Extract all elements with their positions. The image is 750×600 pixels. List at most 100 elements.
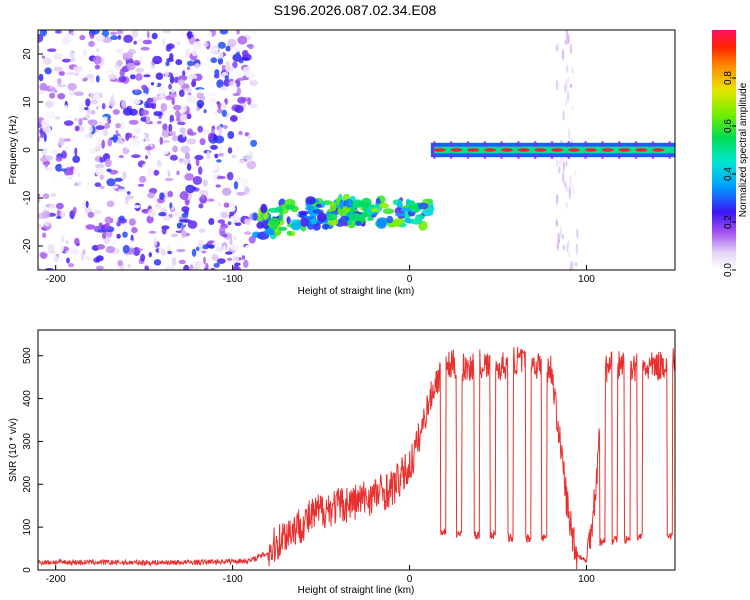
noise-blob — [61, 230, 69, 236]
noise-blob — [125, 132, 133, 139]
streak-blob — [562, 109, 565, 121]
streak-blob — [566, 64, 569, 73]
noise-blob — [51, 149, 60, 155]
noise-blob — [70, 31, 75, 36]
noise-blob — [191, 78, 197, 88]
trace-blob — [317, 212, 327, 223]
streak-blob — [562, 171, 565, 184]
noise-blob — [114, 217, 119, 221]
noise-blob — [165, 95, 173, 101]
noise-blob — [196, 246, 200, 251]
trace-blob — [260, 203, 268, 214]
streak-blob — [569, 175, 572, 188]
noise-blob — [44, 166, 55, 172]
noise-blob — [194, 154, 204, 161]
noise-blob — [141, 109, 149, 116]
colorbar-label: Normalized spectral amplitude — [738, 82, 749, 217]
noise-blob — [55, 163, 63, 172]
noise-blob — [231, 154, 237, 159]
noise-blob — [41, 55, 46, 59]
noise-blob — [123, 224, 129, 233]
noise-blob — [123, 34, 133, 43]
noise-blob — [201, 39, 206, 43]
noise-blob — [226, 257, 233, 261]
noise-blob — [62, 58, 71, 63]
noise-blob — [122, 171, 127, 180]
snr-series-line — [38, 346, 675, 570]
noise-blob — [67, 83, 77, 91]
noise-blob — [89, 99, 99, 105]
noise-blob — [96, 48, 100, 53]
noise-blob — [107, 118, 112, 124]
noise-blob — [241, 49, 249, 57]
noise-blob — [176, 249, 186, 253]
noise-blob — [66, 71, 76, 76]
noise-blob — [45, 221, 50, 227]
noise-blob — [101, 102, 106, 110]
noise-blob — [198, 228, 206, 233]
steady-trace-peak — [484, 148, 497, 152]
noise-blob — [233, 181, 239, 190]
noise-blob — [135, 73, 143, 81]
noise-blob — [187, 30, 192, 40]
noise-blob — [223, 202, 230, 208]
noise-blob — [147, 208, 156, 218]
noise-blob — [96, 244, 106, 250]
y-tick-label: 500 — [22, 347, 33, 364]
noise-blob — [158, 94, 165, 98]
noise-blob — [139, 56, 143, 64]
noise-blob — [178, 259, 186, 265]
noise-blob — [133, 62, 141, 66]
noise-blob — [139, 175, 147, 183]
trace-blob — [252, 212, 258, 221]
noise-blob — [221, 109, 227, 118]
noise-blob — [173, 104, 182, 111]
noise-blob — [198, 203, 204, 209]
trace-blob — [395, 212, 406, 217]
noise-blob — [95, 265, 104, 270]
noise-blob — [160, 102, 167, 112]
noise-blob — [161, 226, 167, 235]
noise-blob — [229, 78, 234, 83]
noise-blob — [186, 113, 192, 120]
noise-blob — [214, 153, 219, 159]
noise-blob — [70, 133, 80, 143]
trace-blob — [355, 220, 362, 226]
noise-blob — [224, 75, 229, 81]
noise-blob — [189, 264, 194, 270]
noise-blob — [216, 175, 226, 180]
noise-blob — [220, 211, 228, 219]
noise-blob — [229, 211, 235, 217]
noise-blob — [45, 111, 56, 120]
figure-title: S196.2026.087.02.34.E08 — [274, 2, 437, 18]
noise-blob — [52, 127, 56, 134]
noise-blob — [117, 135, 124, 140]
noise-blob — [38, 197, 41, 204]
streak-blob — [562, 244, 565, 251]
noise-blob — [98, 121, 102, 126]
noise-blob — [225, 251, 233, 255]
noise-blob — [74, 237, 80, 245]
noise-blob — [200, 129, 210, 135]
noise-blob — [169, 75, 175, 84]
noise-blob — [47, 244, 55, 252]
noise-blob — [169, 131, 176, 136]
noise-blob — [63, 167, 74, 177]
noise-blob — [156, 123, 161, 132]
noise-blob — [213, 262, 220, 268]
noise-blob — [47, 235, 53, 244]
noise-blob — [221, 153, 230, 162]
noise-blob — [88, 49, 93, 54]
snr-x-axis: -200 -100 0 100 — [46, 565, 595, 585]
trace-blob — [264, 228, 274, 236]
noise-blob — [95, 125, 105, 130]
noise-blob — [38, 102, 44, 110]
noise-blob — [136, 38, 143, 43]
noise-blob — [158, 86, 167, 96]
noise-blob — [165, 244, 172, 252]
noise-blob — [187, 128, 193, 135]
noise-blob — [38, 224, 44, 228]
streak-blob — [565, 201, 569, 209]
noise-blob — [233, 216, 241, 223]
noise-blob — [138, 30, 145, 34]
